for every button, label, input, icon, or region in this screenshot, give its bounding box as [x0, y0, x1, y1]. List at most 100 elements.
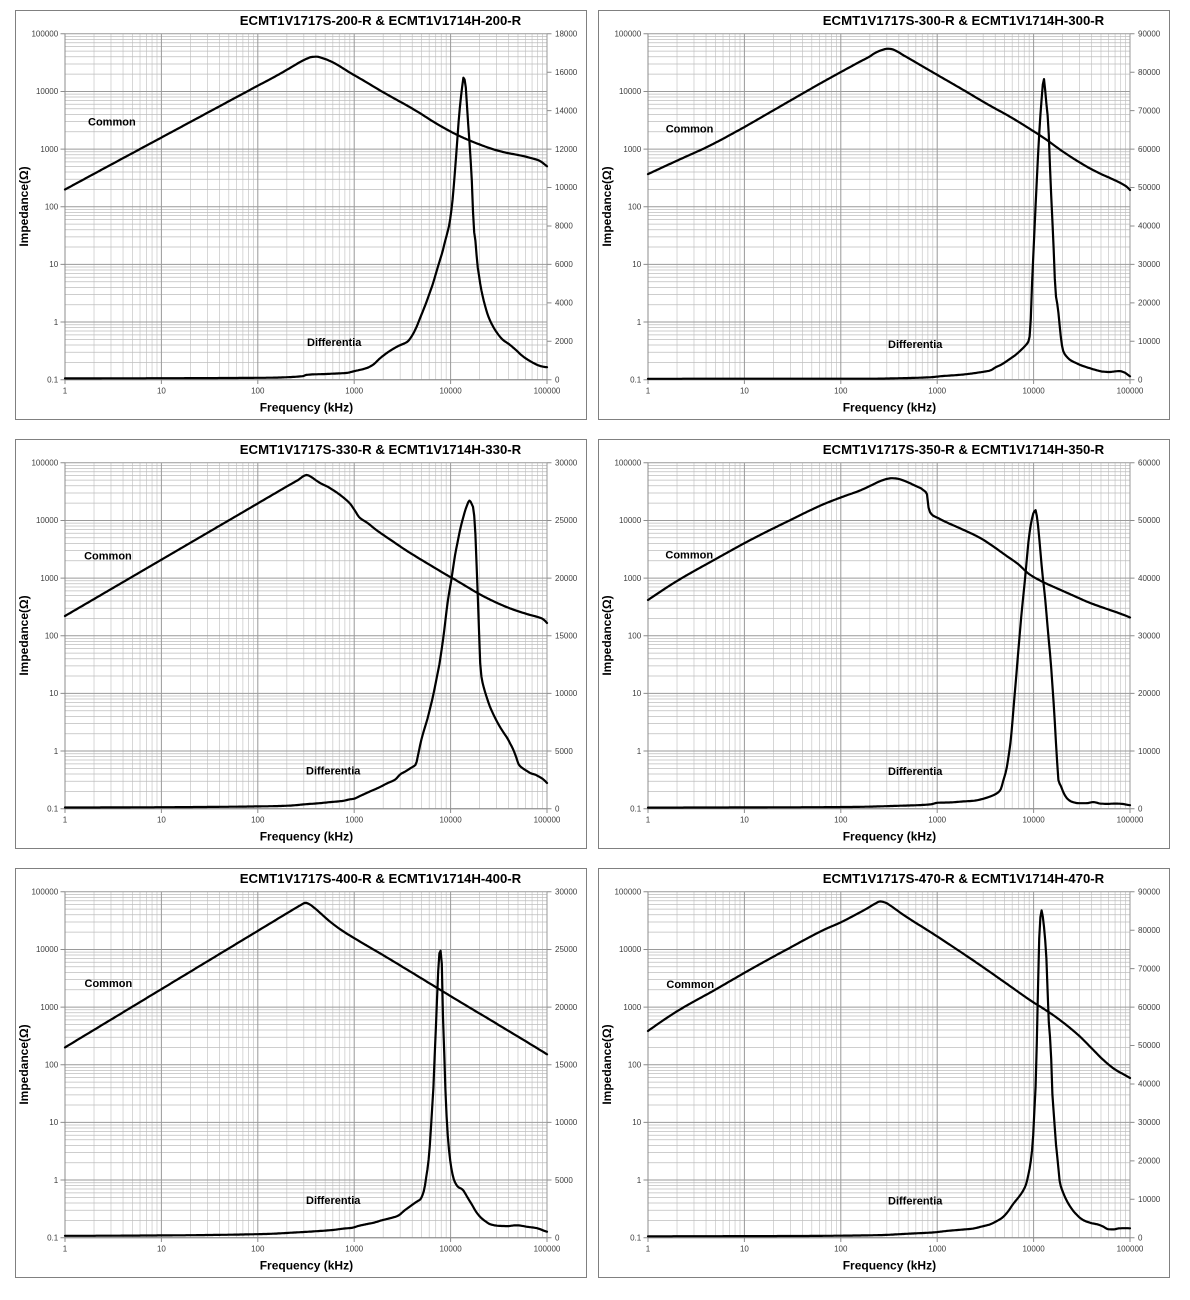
svg-text:ECMT1V1717S-300-R & ECMT1V1714: ECMT1V1717S-300-R & ECMT1V1714H-300-R	[822, 12, 1104, 27]
svg-text:ECMT1V1717S-400-R & ECMT1V1714: ECMT1V1717S-400-R & ECMT1V1714H-400-R	[239, 871, 521, 886]
svg-text:100: 100	[44, 202, 58, 211]
svg-text:0: 0	[555, 375, 560, 384]
svg-text:10: 10	[739, 815, 748, 824]
svg-text:16000: 16000	[555, 67, 578, 76]
svg-text:100000: 100000	[1116, 815, 1143, 824]
svg-text:10: 10	[632, 689, 641, 698]
svg-text:10000: 10000	[35, 87, 58, 96]
svg-text:100: 100	[834, 1245, 848, 1254]
svg-text:1: 1	[53, 747, 58, 756]
svg-text:1: 1	[636, 747, 641, 756]
svg-text:2000: 2000	[555, 336, 573, 345]
svg-text:100: 100	[627, 202, 641, 211]
svg-text:10: 10	[156, 386, 165, 395]
svg-text:100: 100	[627, 631, 641, 640]
svg-text:10: 10	[632, 1118, 641, 1127]
svg-text:1000: 1000	[345, 386, 363, 395]
svg-text:30000: 30000	[555, 888, 578, 897]
svg-text:1000: 1000	[345, 815, 363, 824]
svg-text:100: 100	[834, 815, 848, 824]
svg-text:10000: 10000	[555, 689, 578, 698]
svg-text:10000: 10000	[439, 815, 462, 824]
svg-text:10: 10	[49, 260, 58, 269]
svg-text:50000: 50000	[1138, 1042, 1161, 1051]
svg-text:100: 100	[44, 1061, 58, 1070]
svg-text:1: 1	[636, 317, 641, 326]
svg-text:1: 1	[645, 815, 650, 824]
svg-text:10: 10	[49, 1118, 58, 1127]
svg-text:Frequency (kHz): Frequency (kHz)	[259, 1259, 352, 1273]
svg-text:30000: 30000	[555, 458, 578, 467]
svg-text:Differentia: Differentia	[888, 339, 943, 351]
svg-text:100000: 100000	[31, 888, 58, 897]
svg-text:0.1: 0.1	[47, 804, 59, 813]
svg-text:Common: Common	[665, 549, 713, 561]
svg-text:20000: 20000	[1138, 1157, 1161, 1166]
svg-text:18000: 18000	[555, 29, 578, 38]
svg-text:Frequency (kHz): Frequency (kHz)	[259, 400, 352, 414]
svg-text:1000: 1000	[40, 574, 58, 583]
svg-text:1: 1	[53, 1176, 58, 1185]
svg-text:60000: 60000	[1138, 144, 1161, 153]
svg-text:Impedance(Ω): Impedance(Ω)	[17, 595, 31, 675]
svg-text:14000: 14000	[555, 106, 578, 115]
svg-text:40000: 40000	[1138, 221, 1161, 230]
svg-text:1000: 1000	[928, 1245, 946, 1254]
svg-text:1: 1	[645, 1245, 650, 1254]
svg-text:5000: 5000	[555, 747, 573, 756]
svg-text:ECMT1V1717S-200-R & ECMT1V1714: ECMT1V1717S-200-R & ECMT1V1714H-200-R	[239, 12, 521, 27]
svg-text:1: 1	[62, 386, 67, 395]
svg-text:ECMT1V1717S-470-R & ECMT1V1714: ECMT1V1717S-470-R & ECMT1V1714H-470-R	[822, 871, 1104, 886]
svg-text:Frequency (kHz): Frequency (kHz)	[842, 400, 935, 414]
svg-text:100: 100	[834, 386, 848, 395]
svg-text:25000: 25000	[555, 946, 578, 955]
svg-text:10000: 10000	[439, 386, 462, 395]
svg-text:Differentia: Differentia	[888, 1196, 943, 1208]
svg-text:Impedance(Ω): Impedance(Ω)	[17, 1025, 31, 1105]
svg-text:10000: 10000	[1022, 1245, 1045, 1254]
svg-text:Differentia: Differentia	[306, 1195, 361, 1207]
svg-text:100000: 100000	[31, 458, 58, 467]
svg-text:10: 10	[156, 1245, 165, 1254]
svg-text:10: 10	[739, 1245, 748, 1254]
svg-text:0.1: 0.1	[630, 375, 642, 384]
svg-text:0.1: 0.1	[630, 804, 642, 813]
svg-text:10000: 10000	[1138, 1195, 1161, 1204]
svg-text:1000: 1000	[928, 815, 946, 824]
svg-text:1: 1	[53, 317, 58, 326]
svg-text:10: 10	[739, 386, 748, 395]
svg-text:100: 100	[251, 386, 265, 395]
svg-text:25000: 25000	[555, 516, 578, 525]
svg-text:100000: 100000	[533, 386, 560, 395]
svg-text:1: 1	[62, 1245, 67, 1254]
svg-text:Common: Common	[666, 979, 714, 991]
svg-text:Differentia: Differentia	[306, 765, 361, 777]
svg-text:15000: 15000	[555, 1061, 578, 1070]
svg-text:10000: 10000	[1138, 336, 1161, 345]
svg-text:100000: 100000	[31, 29, 58, 38]
svg-text:ECMT1V1717S-330-R & ECMT1V1714: ECMT1V1717S-330-R & ECMT1V1714H-330-R	[239, 442, 521, 457]
svg-text:4000: 4000	[555, 298, 573, 307]
svg-text:Impedance(Ω): Impedance(Ω)	[600, 166, 614, 246]
svg-text:100000: 100000	[533, 1245, 560, 1254]
svg-text:1: 1	[636, 1176, 641, 1185]
svg-text:20000: 20000	[555, 1003, 578, 1012]
svg-text:Differentia: Differentia	[307, 337, 362, 349]
svg-text:1: 1	[645, 386, 650, 395]
svg-text:70000: 70000	[1138, 965, 1161, 974]
svg-text:Common: Common	[84, 550, 132, 562]
svg-text:0: 0	[555, 804, 560, 813]
svg-text:100: 100	[44, 631, 58, 640]
svg-text:100000: 100000	[1116, 386, 1143, 395]
svg-text:Impedance(Ω): Impedance(Ω)	[600, 1025, 614, 1105]
svg-text:20000: 20000	[555, 574, 578, 583]
svg-text:10000: 10000	[555, 1118, 578, 1127]
svg-text:20000: 20000	[1138, 298, 1161, 307]
svg-text:100: 100	[627, 1061, 641, 1070]
svg-text:10000: 10000	[35, 516, 58, 525]
svg-text:0.1: 0.1	[47, 375, 59, 384]
svg-text:Common: Common	[665, 123, 713, 135]
svg-text:6000: 6000	[555, 260, 573, 269]
svg-text:1000: 1000	[40, 144, 58, 153]
svg-text:10000: 10000	[1138, 747, 1161, 756]
